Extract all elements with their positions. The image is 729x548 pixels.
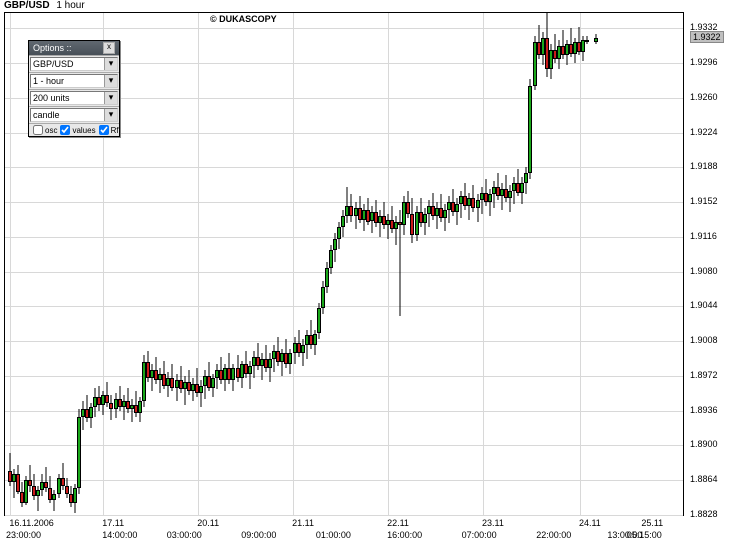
x-date-label: 17.11 (102, 518, 124, 528)
y-tick-label: 1.9296 (690, 57, 718, 67)
x-date-label: 23.11 (482, 518, 504, 528)
x-date-label: 22.11 (387, 518, 409, 528)
pair-label: GBP/USD (4, 0, 50, 11)
options-title-bar[interactable]: Options :: x (29, 41, 119, 55)
x-time-label: 01:00:00 (316, 530, 351, 540)
current-price-badge: 1.9322 (690, 31, 724, 43)
units-select[interactable]: 200 units▾ (30, 91, 118, 105)
x-cursor-date: 25.11 (641, 518, 663, 528)
x-time-label: 22:00:00 (536, 530, 571, 540)
osc-checkbox[interactable] (33, 125, 43, 135)
title-bar: GBP/USD 1 hour (0, 0, 729, 12)
chevron-down-icon[interactable]: ▾ (104, 109, 117, 121)
timeframe-label: 1 hour (56, 0, 84, 11)
y-tick-label: 1.8900 (690, 439, 718, 449)
y-tick-label: 1.9188 (690, 161, 718, 171)
chevron-down-icon[interactable]: ▾ (104, 75, 117, 87)
chevron-down-icon[interactable]: ▾ (104, 92, 117, 104)
candle (585, 36, 589, 44)
y-tick-label: 1.9044 (690, 300, 718, 310)
x-date-label: 24.11 (579, 518, 601, 528)
x-time-label: 16:00:00 (387, 530, 422, 540)
y-tick-label: 1.8972 (690, 370, 718, 380)
options-panel[interactable]: Options :: x GBP/USD▾ 1 - hour▾ 200 unit… (28, 40, 120, 137)
y-tick-label: 1.9008 (690, 335, 718, 345)
x-time-label: 07:00:00 (462, 530, 497, 540)
options-checks: osc values Rfi (29, 124, 122, 136)
x-time-label: 23:00:00 (6, 530, 41, 540)
osc-label: osc (45, 126, 57, 135)
close-icon[interactable]: x (103, 42, 115, 54)
y-tick-label: 1.9224 (690, 127, 718, 137)
y-tick-label: 1.9080 (690, 266, 718, 276)
candle (528, 79, 532, 179)
x-date-label: 16.11.2006 (9, 518, 53, 528)
options-title: Options :: (33, 43, 72, 53)
rfi-checkbox[interactable] (99, 125, 109, 135)
y-tick-label: 1.8936 (690, 405, 718, 415)
x-date-label: 20.11 (197, 518, 219, 528)
x-time-label: 14:00:00 (102, 530, 137, 540)
y-tick-label: 1.8864 (690, 474, 718, 484)
rfi-label: Rfi (111, 126, 121, 135)
x-time-label: 03:00:00 (167, 530, 202, 540)
chevron-down-icon[interactable]: ▾ (104, 58, 117, 70)
timeframe-select[interactable]: 1 - hour▾ (30, 74, 118, 88)
y-tick-label: 1.9260 (690, 92, 718, 102)
y-tick-label: 1.9116 (690, 231, 717, 241)
y-tick-label: 1.8828 (690, 509, 718, 519)
values-label: values (72, 126, 95, 135)
style-select[interactable]: candle▾ (30, 108, 118, 122)
x-cursor-time: 05:15:00 (627, 530, 662, 540)
pair-select[interactable]: GBP/USD▾ (30, 57, 118, 71)
candle (594, 34, 598, 44)
y-tick-label: 1.9152 (690, 196, 718, 206)
values-checkbox[interactable] (60, 125, 70, 135)
x-date-label: 21.11 (292, 518, 314, 528)
x-time-label: 09:00:00 (241, 530, 276, 540)
